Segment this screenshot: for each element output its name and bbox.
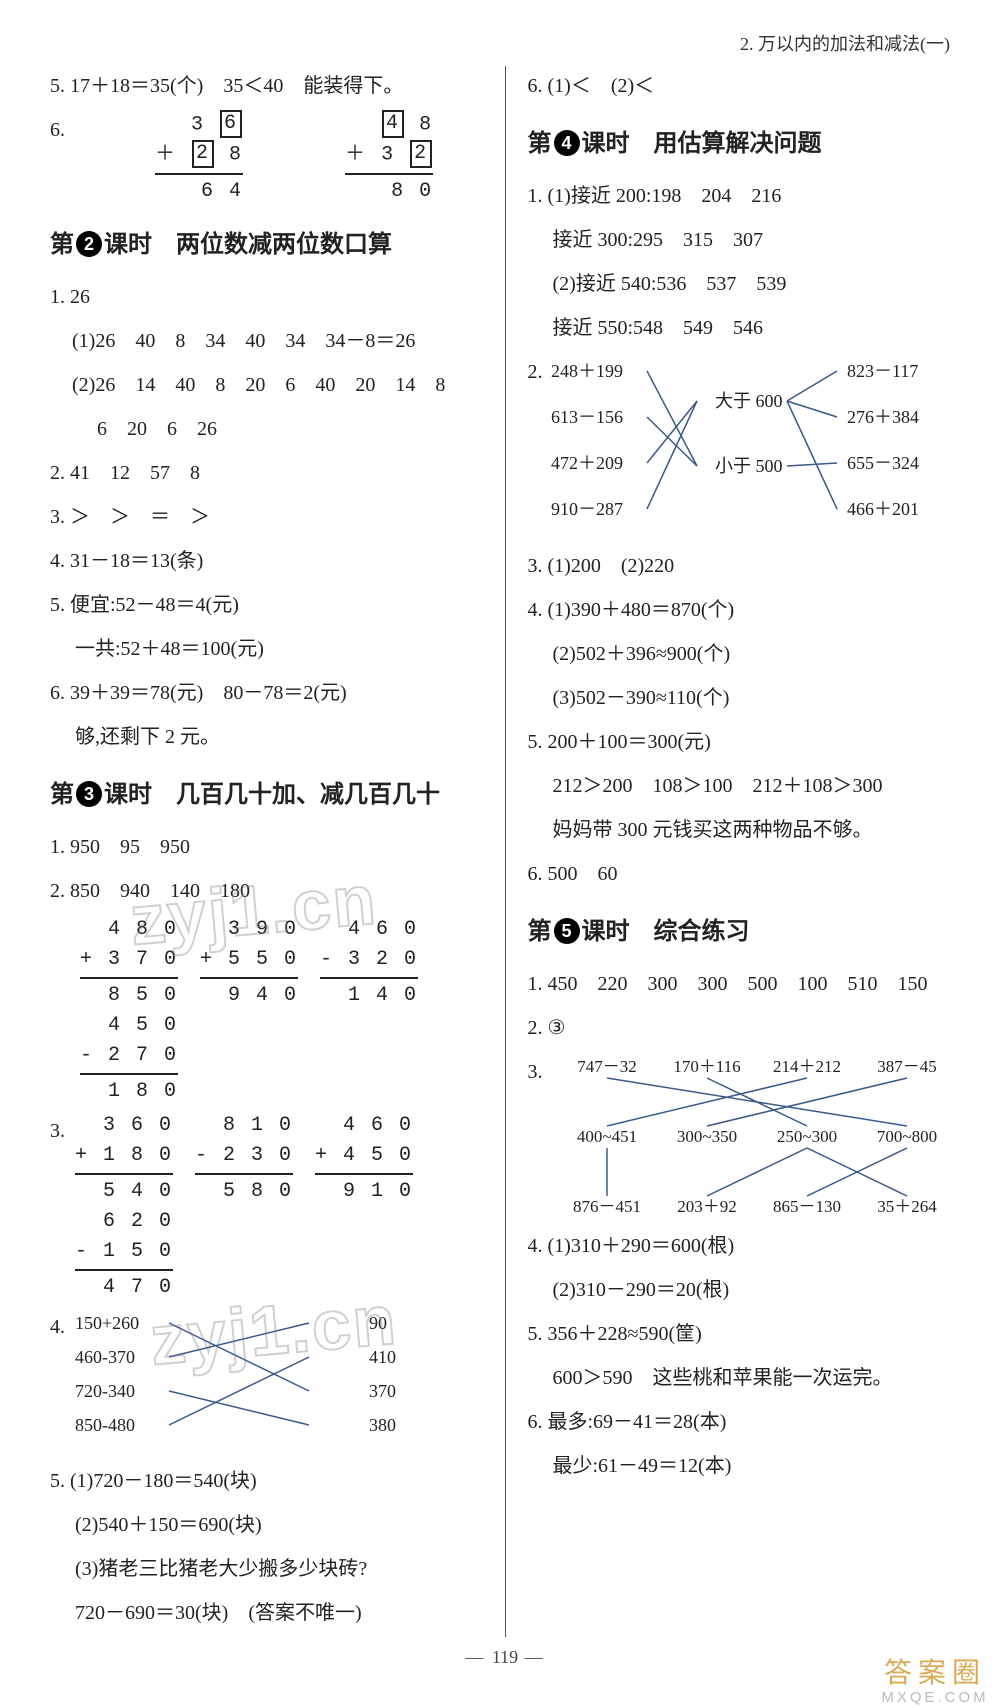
s5-l6b: 最少:61－49＝12(本) [528,1446,961,1486]
s4-l4a: 4. (1)390＋480＝870(个) [528,590,961,630]
circled-3-icon: 3 [76,781,102,807]
arith-q6a: 3 6 ＋ 2 8 6 4 [155,110,243,207]
svg-text:876－451: 876－451 [573,1197,641,1216]
circled-5-icon: 5 [554,918,580,944]
svg-text:小于 500: 小于 500 [715,456,783,476]
s4-l1c: (2)接近 540:536 537 539 [528,264,961,304]
s3-l5d: 720－690＝30(块) (答案不唯一) [50,1593,483,1633]
chapter-header: 2. 万以内的加法和减法(一) [50,30,960,56]
s2-l1a: (1)26 40 8 34 40 34 34－8＝26 [50,321,483,361]
svg-text:613－156: 613－156 [551,407,623,427]
svg-text:170＋116: 170＋116 [673,1057,740,1076]
s4-q2-label: 2. [528,352,543,542]
s3-l5a: 5. (1)720－180＝540(块) [50,1461,483,1501]
svg-text:655－324: 655－324 [847,453,919,473]
s3-l5c: (3)猪老三比猪老大少搬多少块砖? [50,1549,483,1589]
left-column: 5. 17＋18＝35(个) 35＜40 能装得下。 6. 3 6 ＋ 2 8 … [50,66,505,1637]
svg-text:910－287: 910－287 [551,499,623,519]
s2-l1c: 6 20 6 26 [50,409,483,449]
s3-l3: 3. [50,1111,65,1303]
s2-l5b: 一共:52＋48＝100(元) [50,629,483,669]
svg-text:460-370: 460-370 [75,1347,135,1367]
s5-l4b: (2)310－290＝20(根) [528,1270,961,1310]
s3-arith-row1: 4 8 0+ 3 7 08 5 0 3 9 0+ 5 5 09 4 0 4 6 … [50,915,483,1107]
s3-l1: 1. 950 95 950 [50,827,483,867]
svg-text:203＋92: 203＋92 [677,1197,737,1216]
q5: 5. 17＋18＝35(个) 35＜40 能装得下。 [50,66,483,106]
s4-l4b: (2)502＋396≈900(个) [528,634,961,674]
svg-text:380: 380 [369,1415,396,1435]
svg-text:472＋209: 472＋209 [551,453,623,473]
s5-l4a: 4. (1)310＋290＝600(根) [528,1226,961,1266]
s2-l2: 2. 41 12 57 8 [50,453,483,493]
svg-text:250~300: 250~300 [776,1127,836,1146]
s2-l6b: 够,还剩下 2 元。 [50,717,483,757]
s4-l5c: 妈妈带 300 元钱买这两种物品不够。 [528,810,961,850]
s4-l1a: 1. (1)接近 200:198 204 216 [528,176,961,216]
arith-q6b: 4 8 ＋ 3 2 8 0 [345,110,433,207]
svg-text:850-480: 850-480 [75,1415,135,1435]
svg-text:700~800: 700~800 [876,1127,936,1146]
svg-text:823－117: 823－117 [847,361,918,381]
s3-l5b: (2)540＋150＝690(块) [50,1505,483,1545]
svg-text:大于 600: 大于 600 [715,391,783,411]
s2-l1b: (2)26 14 40 8 20 6 40 20 14 8 [50,365,483,405]
svg-text:150+260: 150+260 [75,1313,139,1333]
svg-text:410: 410 [369,1347,396,1367]
s4-l5b: 212＞200 108＞100 212＋108＞300 [528,766,961,806]
s2-l1: 1. 26 [50,277,483,317]
s4-q2-diagram: 248＋199 613－156 472＋209 910－287 大于 600 小于 500… [547,352,957,542]
svg-text:90: 90 [369,1313,387,1333]
s5-l2: 2. ③ [528,1008,961,1048]
svg-text:370: 370 [369,1381,396,1401]
s3-q4-diagram: 150+260 460-370 720-340 850-480 90 410 370 380 [69,1307,429,1457]
svg-text:400~451: 400~451 [576,1127,636,1146]
s3-q4-label: 4. [50,1307,65,1457]
page-number: — 119 — [50,1647,960,1668]
s5-l6a: 6. 最多:69－41＝28(本) [528,1402,961,1442]
s5-q3-label: 3. [528,1052,543,1222]
content-columns: 5. 17＋18＝35(个) 35＜40 能装得下。 6. 3 6 ＋ 2 8 … [50,66,960,1637]
svg-text:248＋199: 248＋199 [551,361,623,381]
section5-title: 第5课时 综合练习 [528,908,961,956]
svg-text:865－130: 865－130 [773,1197,841,1216]
s2-l6a: 6. 39＋39＝78(元) 80－78＝2(元) [50,673,483,713]
s5-l5a: 5. 356＋228≈590(筐) [528,1314,961,1354]
svg-text:720-340: 720-340 [75,1381,135,1401]
svg-text:387－45: 387－45 [877,1057,937,1076]
svg-text:35＋264: 35＋264 [877,1197,937,1216]
section2-title: 第2课时 两位数减两位数口算 [50,221,483,269]
section3-title: 第3课时 几百几十加、减几百几十 [50,771,483,819]
q6-label: 6. [50,110,65,150]
s4-l5a: 5. 200＋100＝300(元) [528,722,961,762]
section4-title: 第4课时 用估算解决问题 [528,120,961,168]
s4-l6: 6. 500 60 [528,854,961,894]
s2-l5a: 5. 便宜:52－48＝4(元) [50,585,483,625]
s5-l5b: 600＞590 这些桃和苹果能一次运完。 [528,1358,961,1398]
svg-text:466＋201: 466＋201 [847,499,919,519]
s5-q3-diagram: 747－32 170＋116 214＋212 387－45 400~451 300~350… [547,1052,957,1222]
corner-badge: 答案圈 MXQE.COM [870,1652,1000,1708]
s4-l3: 3. (1)200 (2)220 [528,546,961,586]
circled-2-icon: 2 [76,231,102,257]
r-q6: 6. (1)＜ (2)＜ [528,66,961,106]
badge-sub: MXQE.COM [874,1689,996,1706]
svg-text:300~350: 300~350 [676,1127,736,1146]
s3-arith-row2: 3 6 0+ 1 8 05 4 0 8 1 0- 2 3 05 8 0 4 6 … [75,1111,483,1303]
svg-text:276＋384: 276＋384 [847,407,919,427]
s4-l4c: (3)502－390≈110(个) [528,678,961,718]
s2-l3: 3. ＞ ＞ ＝ ＞ [50,497,483,537]
svg-text:214＋212: 214＋212 [773,1057,841,1076]
badge-title: 答案圈 [874,1658,996,1689]
right-column: 6. (1)＜ (2)＜ 第4课时 用估算解决问题 1. (1)接近 200:1… [506,66,961,1637]
circled-4-icon: 4 [554,130,580,156]
svg-text:747－32: 747－32 [577,1057,637,1076]
s2-l4: 4. 31－18＝13(条) [50,541,483,581]
s5-l1: 1. 450 220 300 300 500 100 510 150 [528,964,961,1004]
s3-l2: 2. 850 940 140 180 [50,871,483,911]
s4-l1b: 接近 300:295 315 307 [528,220,961,260]
s4-l1d: 接近 550:548 549 546 [528,308,961,348]
